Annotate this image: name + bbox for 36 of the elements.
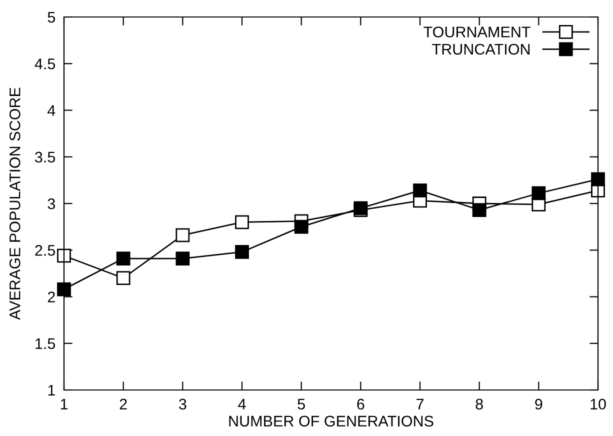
y-tick-label: 2.5 [35,244,56,256]
point [176,228,190,242]
x-tick-label: 5 [298,398,305,410]
point [591,172,605,186]
x-tick-label: 8 [476,398,483,410]
point [116,252,130,266]
legend-label: TOURNAMENT [424,26,530,38]
point [472,203,486,217]
y-tick-label: 4 [48,105,56,116]
point [532,186,546,200]
point [235,245,249,259]
x-tick-label: 7 [416,398,424,410]
x-axis-title: NUMBER OF GENERATIONS [229,416,434,427]
y-tick-label: 1 [48,385,55,396]
point [116,271,130,286]
legend-label: TRUNCATION [432,44,530,55]
y-axis-title: AVERAGE POPULATION SCORE [9,88,20,320]
y-tick-label: 1.5 [36,338,56,350]
x-tick-label: 4 [238,398,246,410]
y-tick-label: 2 [48,292,55,302]
point [235,215,249,230]
x-tick-label: 3 [179,398,186,410]
point [413,184,427,198]
x-tick-label: 1 [60,398,68,410]
x-tick-label: 9 [535,398,542,410]
point [176,252,190,266]
y-tick-label: 3 [48,198,55,210]
y-tick-label: 4.5 [34,58,56,70]
x-tick-label: 2 [120,398,127,410]
y-tick-label: 3.5 [35,152,56,163]
y-tick-label: 5 [48,12,56,23]
point [57,248,71,263]
point [57,282,71,296]
x-tick-label: 10 [590,398,606,410]
x-tick-label: 6 [357,398,364,410]
point [294,220,308,234]
